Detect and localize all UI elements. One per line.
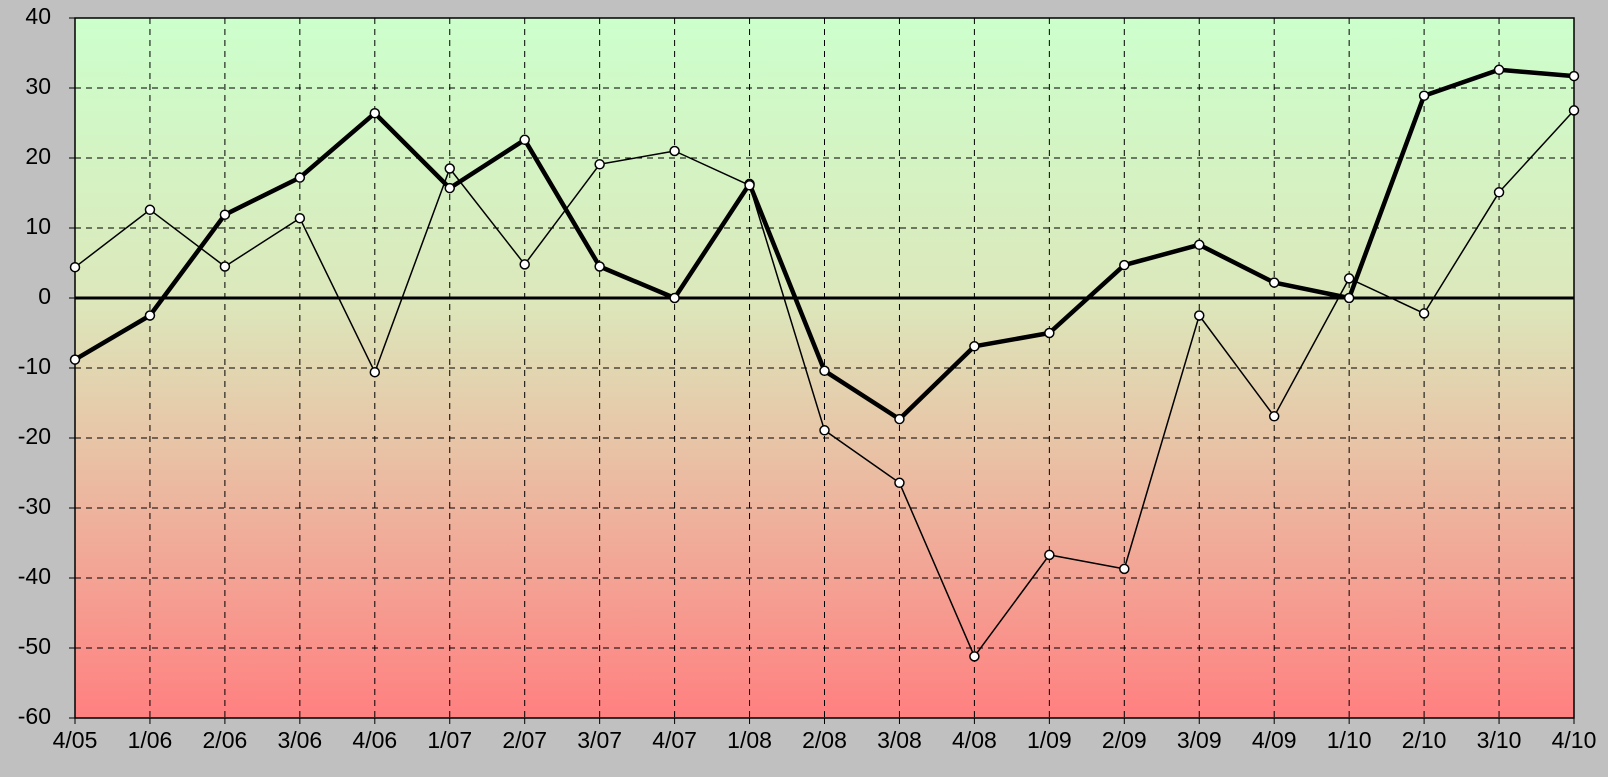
x-tick-label: 3/07 <box>577 727 622 753</box>
point <box>219 261 231 272</box>
point <box>894 413 905 425</box>
point <box>969 341 980 352</box>
point <box>69 354 81 365</box>
point <box>1493 64 1505 76</box>
x-tick-label: 1/06 <box>128 727 173 753</box>
point <box>669 292 680 304</box>
x-tick-label: 4/05 <box>53 727 98 753</box>
x-tick-label: 4/08 <box>952 727 997 753</box>
x-tick-label: 3/06 <box>277 727 322 753</box>
point <box>1343 273 1355 284</box>
point <box>594 261 605 272</box>
point <box>1044 327 1055 339</box>
x-tick-label: 2/06 <box>203 727 248 753</box>
x-tick-label: 1/09 <box>1027 727 1072 753</box>
x-tick-label: 1/07 <box>427 727 472 753</box>
y-tick-label: -50 <box>18 633 51 659</box>
point <box>669 145 680 157</box>
point <box>1568 105 1580 116</box>
x-tick-label: 2/10 <box>1402 727 1447 753</box>
x-tick-label: 1/10 <box>1327 727 1372 753</box>
x-tick-label: 4/10 <box>1552 727 1597 753</box>
point <box>519 134 530 146</box>
point <box>969 651 980 662</box>
point <box>1194 310 1205 321</box>
point <box>219 209 231 220</box>
y-tick-label: -40 <box>18 563 51 589</box>
point <box>1568 70 1580 82</box>
point <box>294 212 306 224</box>
x-tick-label: 3/09 <box>1177 727 1222 753</box>
y-tick-label: -30 <box>18 493 51 519</box>
point <box>819 425 830 436</box>
point <box>1343 292 1355 304</box>
point <box>369 107 381 119</box>
point <box>444 163 455 174</box>
y-tick-label: 20 <box>25 143 51 169</box>
x-tick-label: 4/06 <box>352 727 397 753</box>
point <box>1418 308 1430 319</box>
y-tick-label: -10 <box>18 353 51 379</box>
point <box>744 180 755 191</box>
point <box>1268 411 1280 422</box>
point <box>1418 90 1430 101</box>
x-tick-label: 1/08 <box>727 727 772 753</box>
point <box>1194 239 1205 251</box>
point <box>1493 187 1505 198</box>
point <box>294 172 306 183</box>
x-tick-label: 2/09 <box>1102 727 1147 753</box>
y-tick-label: -20 <box>18 423 51 449</box>
y-tick-label: 40 <box>25 3 51 29</box>
point <box>894 477 905 489</box>
x-tick-label: 3/08 <box>877 727 922 753</box>
x-tick-label: 4/07 <box>652 727 697 753</box>
point <box>1268 277 1280 288</box>
y-tick-label: 10 <box>25 213 51 239</box>
point <box>1044 549 1055 561</box>
point <box>819 365 830 377</box>
x-tick-label: 4/09 <box>1252 727 1297 753</box>
point <box>144 204 156 216</box>
y-tick-label: -60 <box>18 703 51 729</box>
point <box>444 182 455 194</box>
x-tick-label: 2/08 <box>802 727 847 753</box>
x-tick-label: 2/07 <box>502 727 547 753</box>
point <box>594 159 605 170</box>
point <box>69 261 81 273</box>
point <box>144 310 156 321</box>
point <box>1119 563 1130 575</box>
point <box>1119 259 1130 271</box>
y-tick-label: 30 <box>25 73 51 99</box>
y-tick-label: 0 <box>38 283 51 309</box>
x-tick-label: 3/10 <box>1477 727 1522 753</box>
point <box>519 259 530 270</box>
point <box>369 366 381 378</box>
